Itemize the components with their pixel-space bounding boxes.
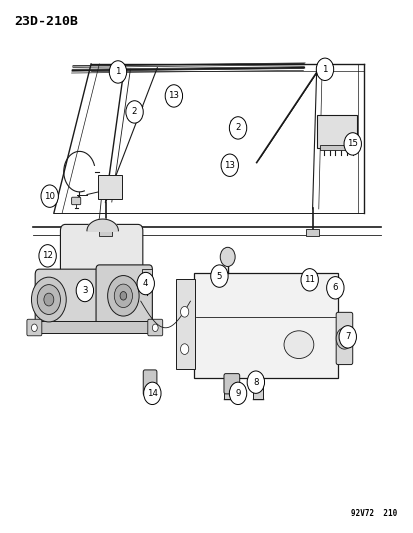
Polygon shape bbox=[87, 219, 118, 231]
Text: 1: 1 bbox=[115, 68, 121, 76]
Text: 92V72  210: 92V72 210 bbox=[350, 509, 396, 518]
Circle shape bbox=[126, 101, 143, 123]
Circle shape bbox=[76, 279, 93, 302]
FancyBboxPatch shape bbox=[35, 269, 107, 330]
FancyBboxPatch shape bbox=[60, 224, 142, 276]
FancyBboxPatch shape bbox=[193, 273, 337, 378]
FancyBboxPatch shape bbox=[99, 229, 112, 236]
FancyBboxPatch shape bbox=[27, 319, 42, 336]
Circle shape bbox=[300, 269, 318, 291]
Text: 6: 6 bbox=[332, 284, 337, 292]
Text: 8: 8 bbox=[252, 378, 258, 386]
Text: 4: 4 bbox=[142, 279, 148, 288]
FancyBboxPatch shape bbox=[142, 269, 152, 280]
FancyBboxPatch shape bbox=[306, 229, 318, 236]
Text: 10: 10 bbox=[44, 192, 55, 200]
Circle shape bbox=[165, 85, 182, 107]
Circle shape bbox=[37, 285, 60, 314]
FancyBboxPatch shape bbox=[143, 370, 157, 395]
Text: 23D-210B: 23D-210B bbox=[14, 15, 78, 28]
FancyBboxPatch shape bbox=[319, 145, 354, 150]
Text: 1: 1 bbox=[321, 65, 327, 74]
FancyBboxPatch shape bbox=[71, 197, 81, 205]
Text: 11: 11 bbox=[304, 276, 314, 284]
Circle shape bbox=[143, 382, 161, 405]
FancyBboxPatch shape bbox=[335, 312, 352, 365]
Circle shape bbox=[31, 324, 37, 332]
Circle shape bbox=[137, 272, 154, 295]
Circle shape bbox=[44, 293, 54, 306]
FancyBboxPatch shape bbox=[97, 175, 122, 199]
FancyBboxPatch shape bbox=[176, 279, 195, 369]
Circle shape bbox=[343, 133, 361, 155]
FancyBboxPatch shape bbox=[223, 377, 234, 399]
Text: 7: 7 bbox=[344, 333, 350, 341]
FancyBboxPatch shape bbox=[223, 374, 239, 394]
Text: 13: 13 bbox=[168, 92, 179, 100]
FancyBboxPatch shape bbox=[252, 377, 263, 399]
Text: 5: 5 bbox=[216, 272, 222, 280]
Circle shape bbox=[41, 185, 58, 207]
Circle shape bbox=[335, 328, 352, 349]
Circle shape bbox=[326, 277, 343, 299]
Circle shape bbox=[114, 284, 132, 308]
FancyBboxPatch shape bbox=[96, 265, 152, 327]
Circle shape bbox=[120, 292, 126, 300]
Circle shape bbox=[229, 117, 246, 139]
Circle shape bbox=[152, 324, 158, 332]
Circle shape bbox=[220, 247, 235, 266]
Circle shape bbox=[180, 344, 188, 354]
Circle shape bbox=[109, 61, 126, 83]
Text: 2: 2 bbox=[235, 124, 240, 132]
FancyBboxPatch shape bbox=[34, 321, 156, 333]
Text: 15: 15 bbox=[347, 140, 357, 148]
Text: 3: 3 bbox=[82, 286, 88, 295]
Circle shape bbox=[338, 326, 356, 348]
FancyBboxPatch shape bbox=[316, 115, 356, 148]
Text: 14: 14 bbox=[147, 389, 157, 398]
Circle shape bbox=[221, 154, 238, 176]
Circle shape bbox=[247, 371, 264, 393]
Circle shape bbox=[316, 58, 333, 80]
Text: 12: 12 bbox=[42, 252, 53, 260]
Text: 9: 9 bbox=[235, 389, 240, 398]
Text: 2: 2 bbox=[131, 108, 137, 116]
Ellipse shape bbox=[283, 331, 313, 359]
Circle shape bbox=[229, 382, 246, 405]
Circle shape bbox=[107, 276, 139, 316]
Circle shape bbox=[210, 265, 228, 287]
Circle shape bbox=[31, 277, 66, 322]
Text: 13: 13 bbox=[224, 161, 235, 169]
Circle shape bbox=[180, 306, 188, 317]
Circle shape bbox=[39, 245, 56, 267]
FancyBboxPatch shape bbox=[147, 319, 162, 336]
